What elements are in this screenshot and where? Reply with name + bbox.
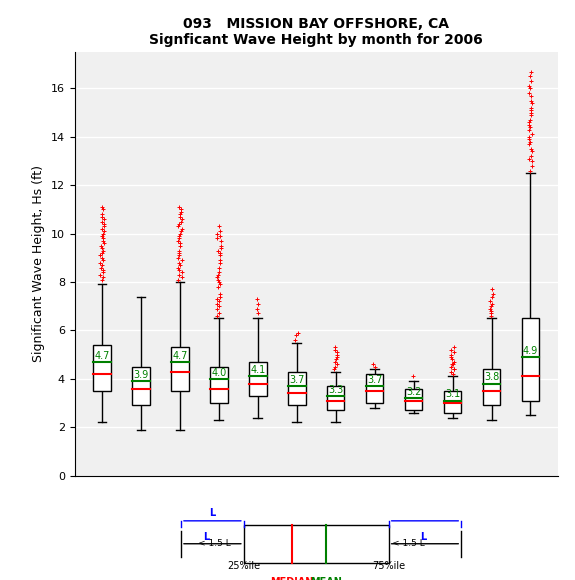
FancyBboxPatch shape (405, 389, 423, 410)
Text: 3.3: 3.3 (328, 385, 343, 394)
Text: 3.1: 3.1 (445, 389, 460, 400)
FancyBboxPatch shape (366, 374, 384, 403)
Text: < 1.5 L: < 1.5 L (392, 539, 424, 548)
FancyBboxPatch shape (132, 367, 150, 405)
FancyBboxPatch shape (93, 345, 111, 391)
Text: 3.9: 3.9 (133, 370, 148, 380)
Text: 75%ile: 75%ile (372, 561, 405, 571)
Title: 093   MISSION BAY OFFSHORE, CA
Signficant Wave Height by month for 2006: 093 MISSION BAY OFFSHORE, CA Signficant … (150, 17, 483, 47)
Text: L: L (209, 508, 216, 518)
Text: 4.7: 4.7 (172, 351, 187, 361)
Text: 25%ile: 25%ile (227, 561, 260, 571)
Text: 4.7: 4.7 (94, 351, 110, 361)
Text: 4.9: 4.9 (523, 346, 538, 356)
Text: MEAN: MEAN (310, 577, 342, 580)
FancyBboxPatch shape (244, 525, 389, 563)
Text: 3.7: 3.7 (289, 375, 305, 385)
Text: 3.8: 3.8 (484, 372, 499, 382)
Text: L: L (203, 531, 209, 542)
Y-axis label: Significant Wave Height, Hs (ft): Significant Wave Height, Hs (ft) (32, 165, 45, 362)
Text: MEDIAN: MEDIAN (270, 577, 314, 580)
FancyBboxPatch shape (327, 386, 344, 410)
Text: < 1.5 L: < 1.5 L (198, 539, 231, 548)
FancyBboxPatch shape (210, 367, 228, 403)
FancyBboxPatch shape (288, 372, 305, 405)
Text: 3.2: 3.2 (406, 387, 421, 397)
Text: 3.7: 3.7 (367, 375, 382, 385)
FancyBboxPatch shape (483, 369, 500, 405)
FancyBboxPatch shape (171, 347, 189, 391)
Text: L: L (420, 531, 426, 542)
FancyBboxPatch shape (249, 362, 267, 396)
Text: 4.1: 4.1 (250, 365, 266, 375)
Text: 4.0: 4.0 (211, 368, 227, 378)
FancyBboxPatch shape (444, 391, 461, 413)
FancyBboxPatch shape (522, 318, 539, 401)
